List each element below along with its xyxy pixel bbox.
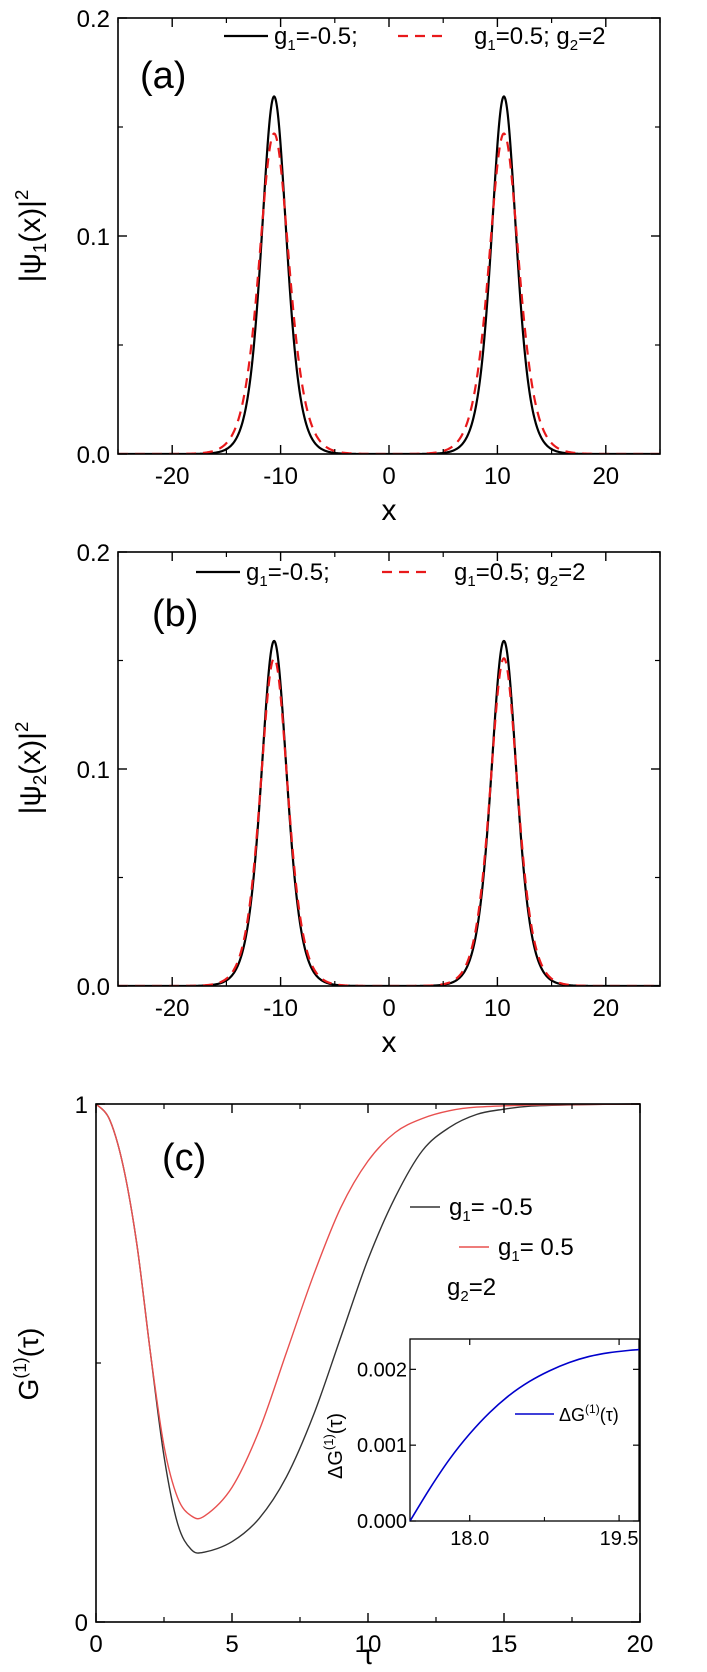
series-line-solid — [118, 639, 660, 986]
legend-entry-1: g1=-0.5; — [246, 559, 330, 590]
x-axis-label: x — [382, 1026, 397, 1059]
x-tick-label: 10 — [484, 995, 511, 1022]
y-axis-label: |ψ1(x)|2 — [11, 190, 50, 283]
x-tick-label: 0 — [382, 995, 395, 1022]
x-tick-label: 20 — [592, 463, 619, 490]
panel-label: (c) — [162, 1137, 206, 1179]
series-line-solid — [118, 95, 660, 454]
x-tick-label: 20 — [592, 995, 619, 1022]
series-line-dashed — [118, 657, 660, 986]
inset-y-tick-label: 0.002 — [357, 1359, 407, 1381]
y-tick-label: 0 — [75, 1610, 88, 1637]
y-tick-label: 1 — [75, 1092, 88, 1119]
y-tick-label: 0.1 — [77, 224, 110, 251]
panel-0-frame — [117, 17, 661, 455]
x-tick-label: 10 — [355, 1631, 382, 1658]
inset-frame — [409, 1338, 640, 1522]
y-tick-label: 0.0 — [77, 442, 110, 469]
legend-entry-2: g1= 0.5 — [498, 1234, 574, 1265]
x-tick-label: 15 — [491, 1631, 518, 1658]
series-line-dashed — [118, 132, 660, 454]
y-tick-label: 0.1 — [77, 757, 110, 784]
y-tick-label: 0.2 — [77, 6, 110, 33]
legend-entry-2: g1=0.5; g2=2 — [454, 559, 585, 590]
legend-entry-1: g1= -0.5 — [449, 1194, 533, 1225]
legend-entry-1: g1=-0.5; — [274, 23, 358, 54]
y-tick-label: 0.0 — [77, 974, 110, 1001]
y-axis-label: G(1)(τ) — [10, 1328, 44, 1401]
x-tick-label: -10 — [263, 463, 298, 490]
series-line-1 — [95, 1103, 641, 1520]
x-tick-label: 20 — [627, 1631, 654, 1658]
panel-label: (b) — [152, 593, 198, 635]
inset-y-axis-label: ΔG(1)(τ) — [321, 1413, 347, 1479]
x-tick-label: -10 — [263, 995, 298, 1022]
panel-1-frame — [117, 551, 661, 987]
x-axis-label: τ — [362, 1639, 373, 1670]
y-tick-label: 0.2 — [77, 540, 110, 567]
inset-series-line — [409, 1348, 640, 1522]
x-tick-label: 0 — [89, 1631, 102, 1658]
x-tick-label: 0 — [382, 463, 395, 490]
x-tick-label: -20 — [155, 463, 190, 490]
legend-entry-2: g1=0.5; g2=2 — [474, 23, 605, 54]
inset-x-tick-label: 18.0 — [450, 1528, 489, 1550]
y-axis-label: |ψ2(x)|2 — [11, 722, 50, 815]
inset-y-tick-label: 0.000 — [357, 1511, 407, 1533]
inset-legend-entry: ΔG(1)(τ) — [559, 1402, 619, 1425]
x-tick-label: 5 — [225, 1631, 238, 1658]
x-axis-label: x — [382, 494, 397, 527]
panel-label: (a) — [140, 55, 186, 97]
inset-x-tick-label: 19.5 — [600, 1528, 639, 1550]
x-tick-label: -20 — [155, 995, 190, 1022]
inset-y-tick-label: 0.001 — [357, 1435, 407, 1457]
legend-note: g2=2 — [447, 1274, 496, 1305]
x-tick-label: 10 — [484, 463, 511, 490]
